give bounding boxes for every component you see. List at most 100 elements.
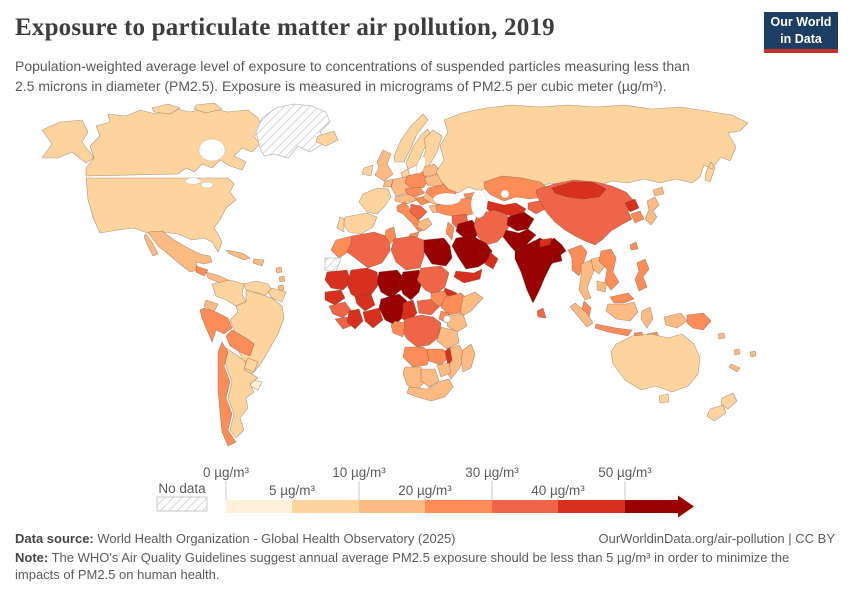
country-congo-gabon[interactable] (390, 320, 406, 338)
country-pakistan[interactable] (502, 228, 537, 256)
country-kazakhstan[interactable] (483, 175, 550, 202)
country-mongolia[interactable] (551, 181, 607, 200)
country-libya[interactable] (390, 235, 425, 271)
country-sri-lanka[interactable] (536, 307, 547, 319)
country-saudi-arabia[interactable] (451, 235, 493, 270)
country-japan[interactable] (644, 186, 665, 226)
country-guyanas[interactable] (267, 287, 287, 303)
country-bangladesh[interactable] (551, 250, 563, 264)
country-pacific-islands[interactable] (717, 332, 757, 373)
country-levant[interactable] (445, 221, 455, 241)
country-canada[interactable] (85, 107, 263, 177)
legend-no-data-swatch[interactable] (156, 496, 208, 512)
country-bolivia[interactable] (225, 329, 255, 357)
country-madagascar[interactable] (460, 343, 476, 373)
legend-bin-40-50[interactable] (558, 500, 625, 513)
country-south-africa[interactable] (406, 378, 454, 402)
country-uae[interactable] (478, 251, 491, 260)
country-mexico[interactable] (143, 230, 213, 273)
country-malawi[interactable] (444, 347, 453, 367)
legend-bin-5-10[interactable] (292, 500, 359, 513)
country-greenland[interactable] (255, 103, 331, 159)
country-australia[interactable] (610, 333, 701, 404)
country-philippines[interactable] (634, 258, 650, 292)
country-argentina[interactable] (223, 347, 259, 439)
country-nigeria[interactable] (378, 293, 408, 326)
country-western-sahara[interactable] (324, 257, 342, 273)
country-kenya[interactable] (446, 313, 468, 333)
country-guinea[interactable] (328, 301, 352, 319)
country-uruguay[interactable] (249, 379, 263, 391)
country-india[interactable] (514, 237, 567, 304)
country-south-korea[interactable] (630, 210, 645, 224)
legend-no-data-label: No data (158, 481, 206, 496)
country-north-korea[interactable] (624, 198, 640, 213)
country-norway[interactable] (393, 113, 429, 163)
country-spain[interactable] (342, 212, 378, 235)
country-senegal[interactable] (324, 289, 346, 306)
country-cambodia[interactable] (596, 280, 608, 293)
legend-bin-30-40[interactable] (492, 500, 558, 513)
country-angola[interactable] (402, 346, 432, 368)
country-guatemala[interactable] (195, 265, 209, 277)
country-west-papua[interactable] (663, 312, 688, 329)
country-uk[interactable] (374, 149, 394, 182)
water-baltic-sea (416, 156, 426, 174)
country-niger[interactable] (376, 269, 404, 299)
country-egypt[interactable] (423, 237, 453, 267)
country-chile[interactable] (217, 341, 237, 447)
country-france[interactable] (358, 187, 392, 215)
country-portugal[interactable] (336, 216, 345, 233)
country-balkans[interactable] (409, 203, 428, 221)
map-legend: No data 0 µg/m³ 5 µg/m³ 10 µg/m³ 20 µg/m… (156, 465, 694, 518)
country-ivory-coast[interactable] (346, 308, 364, 330)
country-nepal[interactable] (539, 237, 553, 248)
country-tanzania[interactable] (436, 326, 460, 350)
owid-link[interactable]: OurWorldinData.org/air-pollution | CC BY (598, 531, 835, 546)
country-lesser-antilles[interactable] (275, 266, 286, 292)
country-borneo-indonesia[interactable] (605, 301, 639, 322)
country-zambia[interactable] (426, 348, 450, 366)
legend-bin-0-5[interactable] (226, 500, 292, 513)
country-ghana-togo-benin[interactable] (362, 307, 384, 329)
legend-bin-20-30[interactable] (425, 500, 492, 513)
country-borneo-malaysia[interactable] (609, 292, 635, 304)
country-central-african-republic[interactable] (416, 298, 440, 316)
country-ireland[interactable] (361, 164, 374, 177)
country-usa[interactable] (41, 119, 237, 253)
country-drc[interactable] (400, 314, 442, 348)
legend-label-30: 30 µg/m³ (465, 465, 519, 480)
country-vietnam[interactable] (598, 248, 620, 291)
country-canada-arctic-islands[interactable] (151, 102, 223, 115)
country-algeria[interactable] (346, 231, 391, 269)
country-czech-slovakia[interactable] (404, 186, 426, 198)
country-new-zealand[interactable] (706, 392, 738, 422)
country-tunisia[interactable] (384, 226, 397, 245)
country-yemen[interactable] (453, 268, 483, 284)
country-iran[interactable] (473, 209, 512, 246)
country-java[interactable] (594, 323, 633, 337)
country-mauritania[interactable] (324, 269, 352, 291)
country-zimbabwe[interactable] (436, 362, 452, 378)
owid-logo[interactable]: Our World in Data (764, 12, 838, 53)
legend-label-0: 0 µg/m³ (203, 465, 250, 480)
country-peru[interactable] (199, 307, 233, 343)
country-greece[interactable] (416, 217, 433, 232)
country-taiwan[interactable] (629, 241, 639, 251)
country-sulawesi[interactable] (640, 306, 654, 329)
country-cuba[interactable] (225, 249, 251, 261)
country-iceland[interactable] (315, 130, 339, 147)
legend-bin-10-20[interactable] (359, 500, 425, 513)
country-hispaniola[interactable] (252, 258, 265, 267)
country-somalia[interactable] (460, 291, 484, 318)
country-colombia[interactable] (211, 279, 247, 307)
country-papua-new-guinea[interactable] (686, 312, 712, 331)
country-russia[interactable] (435, 104, 749, 194)
note-text: The WHO's Air Quality Guidelines suggest… (15, 550, 790, 582)
country-china[interactable] (535, 179, 635, 246)
country-sudan[interactable] (416, 265, 450, 296)
legend-bin-50-plus-arrow[interactable] (625, 495, 694, 518)
country-sumatra[interactable] (569, 302, 594, 328)
country-botswana[interactable] (420, 368, 440, 388)
country-burkina-faso[interactable] (354, 293, 376, 312)
